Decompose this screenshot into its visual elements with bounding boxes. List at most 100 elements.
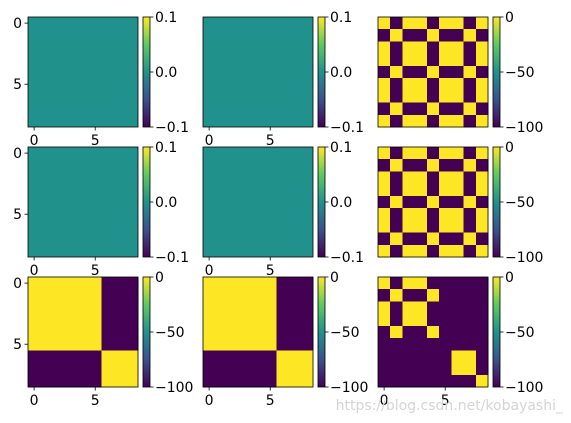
heatmap-cell: [251, 374, 265, 388]
heatmap-cell: [378, 244, 391, 258]
heatmap-cell: [439, 374, 452, 388]
heatmap-cell: [463, 147, 477, 160]
heatmap-cell: [390, 29, 403, 42]
heatmap-cell: [227, 362, 241, 376]
heatmap-cell: [28, 374, 41, 388]
heatmap-cell: [390, 41, 403, 55]
heatmap-cell: [414, 220, 428, 233]
heatmap-cell: [402, 65, 416, 79]
heatmap-cell: [101, 301, 114, 315]
x-tick-label: 0: [30, 263, 39, 279]
heatmap-cell: [76, 362, 90, 376]
heatmap-cell: [276, 301, 289, 315]
heatmap-cell: [402, 362, 416, 376]
heatmap-cell: [101, 338, 114, 351]
heatmap-cell: [451, 114, 464, 128]
heatmap-cell: [125, 338, 139, 351]
heatmap-cell: [414, 208, 428, 221]
heatmap-cell: [64, 277, 78, 290]
heatmap-cell: [439, 325, 452, 339]
heatmap-cell: [439, 102, 452, 116]
heatmap-cell: [300, 338, 314, 351]
heatmap-cell: [463, 159, 477, 172]
heatmap-cell: [426, 53, 440, 67]
colorbar-tick-label: 0: [155, 270, 164, 286]
subplot-3: 0 −50 −100: [377, 10, 543, 136]
heatmap-cell: [402, 159, 416, 172]
heatmap-cell: [101, 350, 114, 363]
heatmap-cell: [426, 90, 440, 103]
heatmap-cell: [288, 362, 302, 376]
heatmap-cell: [378, 102, 391, 116]
heatmap-cell: [414, 374, 428, 388]
heatmap-cell: [426, 171, 440, 185]
heatmap-cell: [475, 289, 489, 302]
colorbar: [142, 146, 151, 258]
heatmap-cell: [203, 374, 216, 388]
heatmap-cell: [439, 90, 452, 103]
heatmap-cell: [390, 159, 403, 172]
heatmap-cell: [215, 362, 228, 376]
heatmap-cell: [390, 195, 403, 209]
heatmap-cell: [52, 362, 66, 376]
colorbar-tick-label: −100: [330, 380, 368, 396]
heatmap-cell: [288, 338, 302, 351]
heatmap-cell: [28, 350, 41, 363]
heatmap-cell: [475, 374, 489, 388]
heatmap-cell: [378, 374, 391, 388]
x-tick-label: 5: [441, 393, 450, 409]
heatmap-cell: [402, 244, 416, 258]
colorbar-tick-label: −0.1: [330, 250, 364, 266]
heatmap-cell: [113, 374, 127, 388]
colorbar: [317, 146, 326, 258]
heatmap-cell: [390, 78, 403, 91]
heatmap-cell: [426, 289, 440, 302]
heatmap-cell: [101, 374, 114, 388]
heatmap-cell: [439, 350, 452, 363]
heatmap-cell: [288, 325, 302, 339]
heatmap-cell: [402, 29, 416, 42]
heatmap-cell: [227, 325, 241, 339]
heatmap-cell: [414, 244, 428, 258]
colorbar-tick-label: 0.1: [330, 140, 352, 156]
heatmap-cell: [40, 289, 53, 302]
heatmap-cell: [463, 313, 477, 327]
watermark-text: https://blog.csdn.net/kobayashi_: [336, 398, 564, 414]
heatmap-cell: [264, 362, 277, 376]
x-tick-label: 0: [205, 393, 214, 409]
heatmap-cell: [426, 244, 440, 258]
heatmap-cell: [414, 102, 428, 116]
heatmap-cell: [125, 325, 139, 339]
heatmap-cell: [414, 195, 428, 209]
heatmap-cell: [89, 350, 102, 363]
heatmap-cell: [451, 289, 464, 302]
heatmap-cell: [402, 220, 416, 233]
heatmap-cell: [251, 362, 265, 376]
heatmap-cell: [451, 78, 464, 91]
heatmap-cell: [125, 289, 139, 302]
heatmap-cell: [378, 65, 391, 79]
heatmap-cell: [52, 289, 66, 302]
heatmap-cell: [451, 362, 464, 376]
heatmap-cell: [414, 114, 428, 128]
heatmap-cell: [451, 301, 464, 315]
heatmap-cell: [426, 195, 440, 209]
heatmap-cell: [378, 183, 391, 197]
heatmap-cell: [251, 289, 265, 302]
axes-frame: [377, 276, 489, 388]
heatmap-cell: [378, 147, 391, 160]
heatmap-cell: [288, 374, 302, 388]
heatmap-cell: [463, 114, 477, 128]
heatmap-cell: [439, 313, 452, 327]
heatmap-cell: [64, 301, 78, 315]
heatmap-cell: [276, 277, 289, 290]
heatmap-cell: [76, 277, 90, 290]
heatmap-cell: [475, 277, 489, 290]
heatmap-cell: [402, 183, 416, 197]
heatmap-cell: [227, 374, 241, 388]
heatmap-cell: [426, 374, 440, 388]
heatmap-cell: [125, 350, 139, 363]
heatmap-cells: [203, 17, 313, 127]
heatmap-cell: [439, 183, 452, 197]
heatmap-cell: [439, 338, 452, 351]
